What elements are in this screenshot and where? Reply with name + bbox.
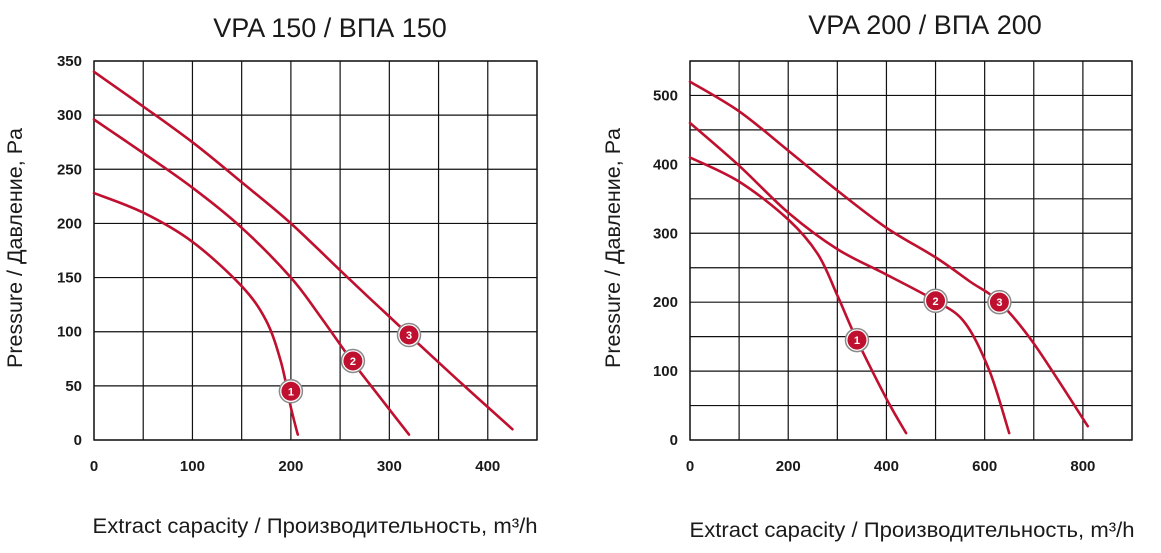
- x-tick-label: 400: [475, 458, 500, 475]
- marker-label: 1: [288, 386, 294, 398]
- x-tick-label: 200: [278, 458, 303, 475]
- chart-vpa-150: 0 100 200 300 400 0 50 100 150 200 250 300 350 VPA 15…: [4, 13, 538, 538]
- y-tick-label: 250: [57, 161, 82, 178]
- marker-dot: [926, 291, 946, 311]
- chart-vpa-200: 0 200 400 600 800 0 100 200 300 400 500 VPA 200 / В…: [602, 10, 1135, 542]
- series-line-2: [92, 118, 411, 436]
- y-tick-label: 50: [65, 378, 82, 395]
- x-tick-label: 800: [1070, 458, 1095, 475]
- y-tick-label: 100: [57, 324, 82, 341]
- y-tick-label: 300: [57, 107, 82, 124]
- y-tick-label: 300: [653, 225, 678, 242]
- x-axis-label: Extract capacity / Производительность, m…: [690, 519, 1135, 542]
- marker-dot: [281, 381, 301, 401]
- series-marker-1: 1: [278, 379, 304, 404]
- marker-dot: [847, 330, 867, 350]
- marker-label: 3: [996, 297, 1002, 309]
- plot-frame: [93, 60, 538, 441]
- x-tick-label: 200: [776, 458, 801, 475]
- y-axis-label: Pressure / Давление, Pa: [602, 128, 625, 368]
- y-tick-label: 0: [670, 432, 678, 449]
- marker-label: 3: [406, 330, 412, 342]
- plot-frame: [689, 60, 1133, 441]
- series-marker-2: 2: [923, 288, 948, 314]
- series-marker-2: 2: [340, 348, 366, 374]
- series-marker-1: 1: [844, 327, 870, 353]
- x-axis-label: Extract capacity / Производительность, m…: [93, 515, 538, 538]
- y-tick-label: 0: [74, 432, 82, 449]
- marker-label: 2: [350, 356, 356, 368]
- series-line-3: [92, 70, 514, 431]
- marker-label: 1: [854, 335, 860, 347]
- chart-title: VPA 150 / ВПА 150: [213, 13, 447, 43]
- y-tick-label: 150: [57, 270, 82, 287]
- y-tick-label: 350: [57, 53, 82, 70]
- marker-dot: [399, 325, 419, 345]
- y-tick-label: 400: [653, 156, 678, 173]
- series-marker-3: 3: [396, 322, 422, 348]
- x-tick-label: 400: [874, 458, 899, 475]
- x-tick-label: 0: [90, 458, 98, 475]
- series-line-1: [688, 156, 908, 435]
- y-tick-label: 500: [653, 87, 678, 104]
- marker-dot: [343, 351, 363, 371]
- marker-label: 2: [932, 296, 938, 308]
- x-tick-label: 600: [972, 458, 997, 475]
- x-tick-label: 100: [180, 458, 205, 475]
- x-tick-label: 0: [686, 458, 694, 475]
- series-marker-3: 3: [987, 289, 1012, 315]
- y-tick-label: 100: [653, 363, 678, 380]
- y-tick-label: 200: [653, 294, 678, 311]
- x-tick-label: 300: [377, 458, 402, 475]
- chart-title: VPA 200 / ВПА 200: [808, 10, 1042, 40]
- series-line-3: [688, 80, 1090, 428]
- series-line-1: [92, 191, 300, 436]
- y-axis-label: Pressure / Давление, Pa: [4, 128, 27, 368]
- marker-dot: [989, 292, 1009, 312]
- series-line-2: [688, 121, 1011, 435]
- y-tick-label: 200: [57, 215, 82, 232]
